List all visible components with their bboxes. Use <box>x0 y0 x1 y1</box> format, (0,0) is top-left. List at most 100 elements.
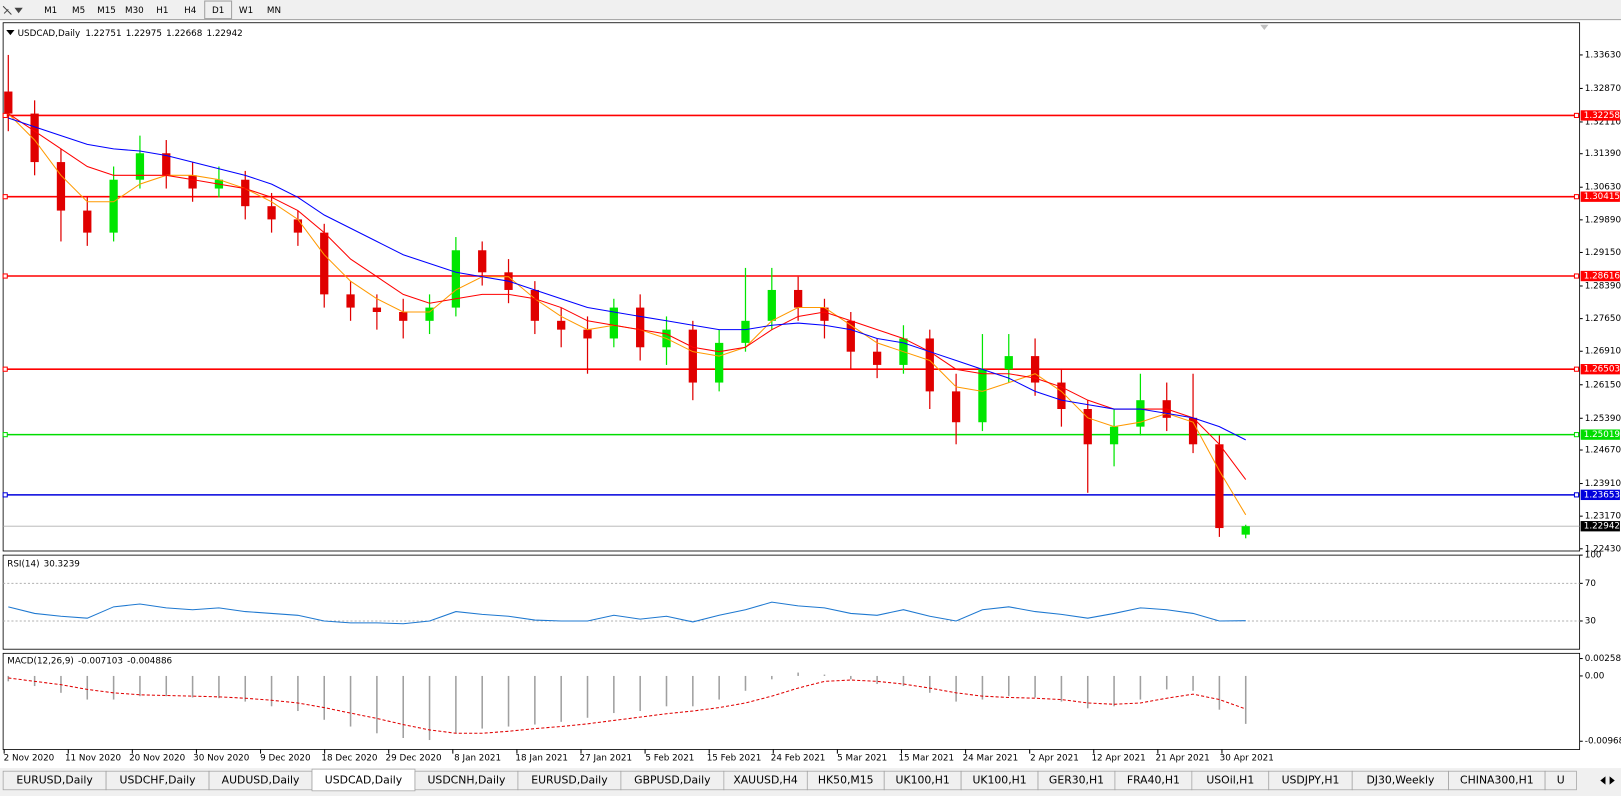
tab-label[interactable]: USDCHF,Daily <box>120 773 197 786</box>
y-tick-label: 1.29150 <box>1585 248 1621 258</box>
symbol-menu-arrow[interactable] <box>6 29 15 36</box>
timeframe-label[interactable]: W1 <box>239 6 253 16</box>
tab-label[interactable]: USDCAD,Daily <box>325 773 403 786</box>
candle-body <box>1136 400 1145 427</box>
candle-body <box>478 250 487 273</box>
tab[interactable] <box>1544 770 1577 791</box>
macd-header: MACD(12,26,9) -0.007103 -0.004886 <box>7 656 172 666</box>
timeframe-button[interactable] <box>37 1 65 19</box>
candle-body <box>267 206 276 220</box>
timeframe-button[interactable] <box>65 1 93 19</box>
timeframe-label[interactable]: M30 <box>125 6 144 16</box>
timeframe-button[interactable] <box>176 1 204 19</box>
symbol-title: USDCAD,Daily <box>18 29 81 39</box>
candle-body <box>1057 382 1066 410</box>
candle-body <box>346 294 355 308</box>
level-price-box <box>1580 489 1620 501</box>
timeframe-label[interactable]: H1 <box>156 6 168 16</box>
candle-body <box>951 391 961 423</box>
timeframe-button[interactable] <box>260 1 288 19</box>
candle-body <box>109 179 118 233</box>
level-price-label: 1.30415 <box>1584 192 1620 202</box>
candle-body <box>715 342 724 383</box>
timeframe-label[interactable]: M15 <box>97 6 116 16</box>
tab-label[interactable]: U <box>1557 773 1565 786</box>
rsi-line <box>8 601 1246 625</box>
level-price-box <box>1580 429 1620 440</box>
level-price-label: 1.23653 <box>1584 490 1620 500</box>
tab-scroll-arrows[interactable] <box>1600 776 1615 785</box>
tab-label[interactable]: USDJPY,H1 <box>1282 773 1340 786</box>
candle-body <box>767 289 776 321</box>
timeframe-button[interactable] <box>204 0 233 20</box>
toolbar-icon[interactable] <box>2 5 23 15</box>
timeframe-label[interactable]: MN <box>267 6 281 16</box>
candle-body <box>241 179 250 207</box>
level-handle[interactable] <box>2 492 8 498</box>
candle-body <box>425 307 434 321</box>
level-handle[interactable] <box>2 366 8 372</box>
tab-label[interactable]: DJ30,Weekly <box>1366 773 1435 786</box>
current-price-box <box>1580 521 1620 532</box>
shift-marker <box>1260 24 1269 30</box>
candle-body <box>320 232 329 295</box>
timeframe-label[interactable]: H4 <box>184 6 197 16</box>
level-handle[interactable] <box>1573 492 1580 498</box>
level-handle[interactable] <box>1573 273 1580 279</box>
level-handle[interactable] <box>1573 432 1580 438</box>
low-value: 1.22668 <box>166 29 202 39</box>
candle-body <box>399 312 408 321</box>
tab-label[interactable]: UK100,H1 <box>896 773 950 786</box>
macd-signal-line <box>8 677 1246 734</box>
date-label: 2 Apr 2021 <box>1030 753 1079 763</box>
tab-label[interactable]: USOil,H1 <box>1206 773 1254 786</box>
date-label: 9 Dec 2020 <box>260 753 310 763</box>
level-handle[interactable] <box>1573 366 1580 372</box>
tab-label[interactable]: USDCNH,Daily <box>428 773 506 786</box>
tab-label[interactable]: HK50,M15 <box>818 773 874 786</box>
tab-label[interactable]: EURUSD,Daily <box>16 773 93 786</box>
candle-body <box>30 113 39 163</box>
timeframe-label[interactable]: M1 <box>44 6 57 16</box>
candle-body <box>1004 356 1013 370</box>
tab-label[interactable]: AUDUSD,Daily <box>222 773 300 786</box>
candle-body <box>188 175 197 189</box>
tab-label[interactable]: GER30,H1 <box>1049 773 1104 786</box>
macd-title: MACD(12,26,9) <box>7 656 74 666</box>
level-handle[interactable] <box>2 273 8 279</box>
candle-body <box>4 91 13 114</box>
level-price-label: 1.28616 <box>1584 272 1621 282</box>
tab-label[interactable]: XAUUSD,H4 <box>733 773 798 786</box>
timeframe-button[interactable] <box>148 1 176 19</box>
candle-body <box>451 250 461 308</box>
timeframe-label[interactable]: D1 <box>212 6 224 16</box>
timeframe-button[interactable] <box>120 1 148 19</box>
tab-label[interactable]: GBPUSD,Daily <box>634 773 711 786</box>
level-handle[interactable] <box>1573 194 1580 200</box>
level-price-label: 1.26503 <box>1584 365 1620 375</box>
tab-label[interactable]: UK100,H1 <box>972 773 1026 786</box>
tab-scroll[interactable] <box>1592 771 1621 790</box>
tab-label[interactable]: FRA40,H1 <box>1127 773 1180 786</box>
timeframe-button[interactable] <box>232 1 260 19</box>
level-handle[interactable] <box>1573 112 1580 119</box>
level-handle[interactable] <box>2 194 8 200</box>
rsi-title: RSI(14) <box>7 559 39 569</box>
level-handle[interactable] <box>2 432 8 438</box>
y-tick-label: 1.24670 <box>1585 446 1621 456</box>
chart-window <box>0 21 1621 769</box>
candle-body <box>636 307 645 348</box>
date-label: 29 Dec 2020 <box>386 753 442 763</box>
tab-label[interactable]: EURUSD,Daily <box>531 773 608 786</box>
candle-body <box>688 329 697 383</box>
date-label: 2 Nov 2020 <box>4 753 55 763</box>
tab-label[interactable]: CHINA300,H1 <box>1460 773 1534 786</box>
moving-average <box>8 117 1246 441</box>
y-tick-label: 1.32110 <box>1585 117 1621 127</box>
price-header: USDCAD,Daily 1.22751 1.22975 1.22668 1.22942 <box>18 29 243 39</box>
timeframe-label[interactable]: M5 <box>72 6 85 16</box>
level-handle[interactable] <box>2 112 8 119</box>
open-value: 1.22751 <box>85 29 121 39</box>
timeframe-button[interactable] <box>93 1 120 19</box>
